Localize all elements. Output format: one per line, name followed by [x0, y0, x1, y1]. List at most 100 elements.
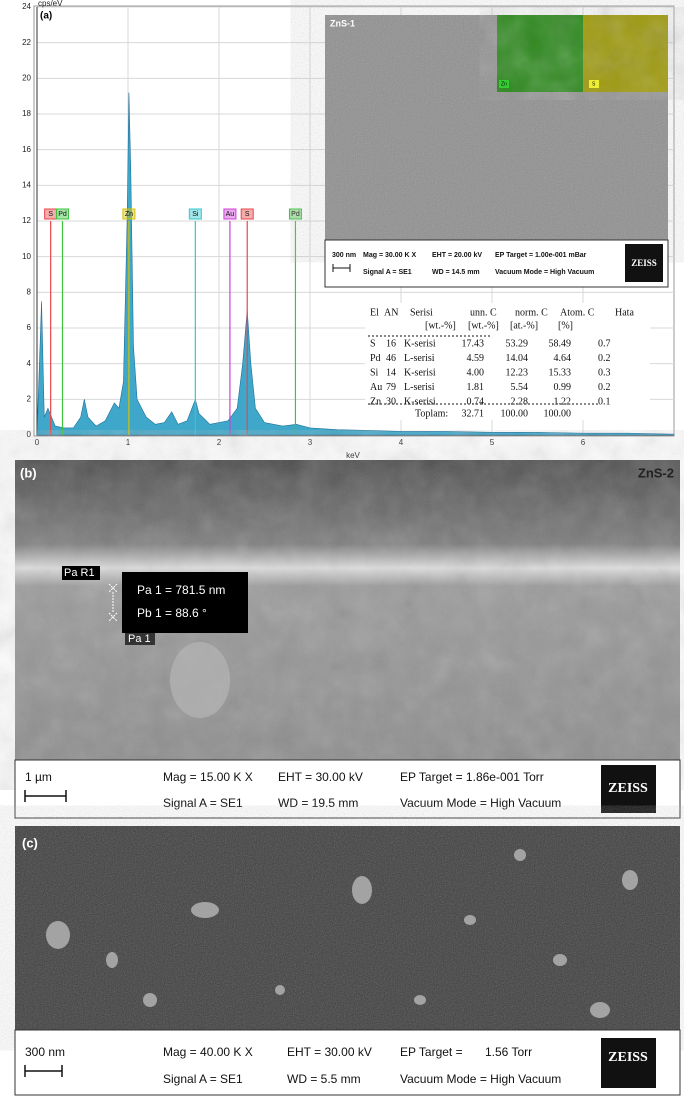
info-target: EP Target =	[400, 1045, 463, 1059]
point-label: Pa 1	[128, 633, 151, 645]
table-cell: 16	[386, 338, 396, 349]
table-cell: 2.28	[511, 396, 529, 407]
table-units: [%]	[558, 320, 573, 331]
x-tick-label: 4	[399, 438, 404, 447]
x-axis-label: keV	[346, 451, 360, 460]
info-signal: Signal A = SE1	[163, 796, 243, 810]
info-wd: WD = 5.5 mm	[287, 1072, 361, 1086]
peak-label: Si	[192, 211, 199, 218]
measure-box	[122, 572, 248, 633]
ref-label: Pa R1	[64, 567, 95, 579]
peak-label: S	[48, 211, 53, 218]
table-cell: 0.7	[598, 338, 611, 349]
y-axis-label: cps/eV	[38, 0, 63, 8]
table-cell: 30	[386, 396, 396, 407]
measure-text: Pa 1 = 781.5 nm	[137, 583, 225, 597]
info-target: EP Target = 1.86e-001 Torr	[400, 770, 544, 784]
table-cell: L-serisi	[404, 382, 435, 393]
peak-label: Pd	[291, 211, 300, 218]
table-units: [wt.-%]	[468, 320, 499, 331]
y-tick-label: 16	[22, 145, 31, 154]
sem-texture	[15, 460, 680, 760]
table-cell: Zn	[370, 396, 381, 407]
table-cell: 17.43	[462, 338, 485, 349]
table-cell: 0.99	[554, 382, 572, 393]
table-header: El	[370, 307, 379, 318]
y-tick-label: 20	[22, 73, 31, 82]
table-total: 100.00	[544, 408, 572, 419]
table-cell: 12.23	[506, 367, 529, 378]
y-tick-label: 24	[22, 2, 31, 11]
peak-label: Zn	[125, 211, 133, 218]
table-header: Atom. C	[560, 307, 595, 318]
figure: 0246810121416182022240123456 SPdZnSiAuSP…	[0, 0, 684, 1099]
info-wd: WD = 19.5 mm	[278, 796, 358, 810]
table-cell: 79	[386, 382, 396, 393]
table-cell: 46	[386, 353, 396, 364]
peak-label: S	[245, 211, 250, 218]
info-mag: Mag = 40.00 K X	[163, 1045, 253, 1059]
x-tick-label: 5	[490, 438, 495, 447]
y-tick-label: 0	[27, 430, 32, 439]
y-tick-label: 14	[22, 180, 31, 189]
table-units: [at.-%]	[510, 320, 538, 331]
y-tick-label: 2	[27, 394, 32, 403]
table-header: Hata	[615, 307, 634, 318]
info-vacuum: Vacuum Mode = High Vacuum	[400, 796, 561, 810]
table-units: [wt.-%]	[425, 320, 456, 331]
y-tick-label: 22	[22, 38, 31, 47]
table-total: 100.00	[501, 408, 529, 419]
info-bar	[325, 240, 668, 287]
table-cell: 4.00	[467, 367, 485, 378]
table-cell: 0.3	[598, 367, 611, 378]
inset-title: ZnS-1	[330, 18, 355, 28]
table-cell: K-serisi	[404, 396, 436, 407]
scale-text: 300 nm	[332, 252, 356, 259]
info-eht: EHT = 20.00 kV	[432, 252, 482, 259]
table-cell: 1.81	[467, 382, 485, 393]
table-header: norm. C	[515, 307, 548, 318]
table-cell: 0.2	[598, 353, 611, 364]
table-cell: 14	[386, 367, 396, 378]
y-tick-label: 4	[27, 359, 32, 368]
y-tick-label: 10	[22, 252, 31, 261]
x-tick-label: 2	[217, 438, 222, 447]
table-cell: Si	[370, 367, 379, 378]
logo: ZEISS	[631, 258, 657, 268]
table-cell: 53.29	[506, 338, 529, 349]
scale-text: 1 µm	[25, 770, 52, 784]
y-tick-label: 18	[22, 109, 31, 118]
peak-label: Au	[226, 211, 235, 218]
table-cell: 5.54	[511, 382, 529, 393]
table-total: Toplam:	[415, 408, 448, 419]
y-tick-label: 6	[27, 323, 32, 332]
table-cell: 1.22	[554, 396, 572, 407]
y-tick-label: 8	[27, 287, 32, 296]
table-cell: K-serisi	[404, 338, 436, 349]
table-cell: 4.59	[467, 353, 485, 364]
table-cell: 4.64	[554, 353, 572, 364]
table-cell: L-serisi	[404, 353, 435, 364]
info-signal: Signal A = SE1	[363, 269, 412, 276]
info-target-value: 1.56 Torr	[485, 1045, 532, 1059]
logo: ZEISS	[608, 1050, 648, 1065]
table-total: 32.71	[462, 408, 485, 419]
info-mag: Mag = 30.00 K X	[363, 252, 416, 259]
table-cell: Au	[370, 382, 382, 393]
table-header: unn. C	[470, 307, 497, 318]
table-cell: 15.33	[549, 367, 572, 378]
info-mag: Mag = 15.00 K X	[163, 770, 253, 784]
panel-label: (a)	[40, 11, 52, 22]
logo: ZEISS	[608, 781, 648, 796]
measure-text: Pb 1 = 88.6 °	[137, 606, 207, 620]
sem-texture	[15, 826, 680, 1030]
info-target: EP Target = 1.00e-001 mBar	[495, 252, 587, 259]
table-cell: 0.2	[598, 382, 611, 393]
info-eht: EHT = 30.00 kV	[278, 770, 363, 784]
table-cell: 0.1	[598, 396, 611, 407]
scale-text: 300 nm	[25, 1045, 65, 1059]
info-vacuum: Vacuum Mode = High Vacuum	[400, 1072, 561, 1086]
map-label: Zn	[501, 81, 507, 87]
panel-label: (c)	[22, 835, 38, 850]
info-wd: WD = 14.5 mm	[432, 269, 480, 276]
